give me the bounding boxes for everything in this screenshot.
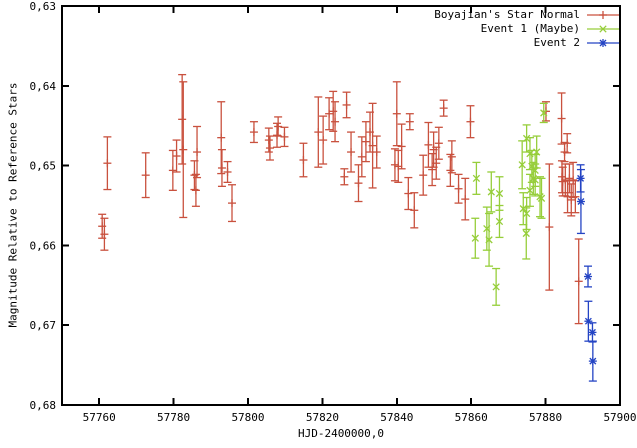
y-tick-label: 0,68 (30, 399, 57, 412)
x-axis-ticks (98, 6, 621, 405)
x-tick-label: 57780 (157, 411, 190, 424)
x-tick-label: 57840 (380, 411, 413, 424)
legend-sample-plus-marker (587, 11, 619, 19)
legend-label-normal: Boyajian's Star Normal (434, 8, 580, 21)
x-tick-label: 57760 (83, 411, 116, 424)
x-tick-label: 57860 (455, 411, 488, 424)
legend-label-event2: Event 2 (533, 36, 580, 49)
series-0 (98, 73, 583, 325)
x-tick-label: 57900 (603, 411, 636, 424)
series-1 (471, 102, 548, 306)
y-tick-label: 0,65 (30, 160, 57, 173)
x-tick-label: 57800 (231, 411, 264, 424)
series-2 (576, 164, 597, 382)
y-tick-label: 0,63 (30, 0, 57, 13)
x-axis-title: HJD-2400000,0 (297, 427, 385, 440)
legend-sample-asterisk-marker (587, 39, 619, 47)
legend-entry-event2: Event 2 (534, 36, 620, 50)
legend-entry-event1: Event 1 (Maybe) (481, 22, 620, 36)
y-axis-ticks (62, 5, 620, 406)
legend-entry-normal: Boyajian's Star Normal (434, 8, 620, 22)
y-axis-title: Magnitude Relative to Reference Stars (6, 82, 20, 328)
legend-sample-cross-marker (587, 25, 619, 33)
y-tick-label: 0,64 (30, 80, 57, 93)
y-tick-label: 0,67 (30, 319, 57, 332)
legend-label-event1: Event 1 (Maybe) (480, 22, 580, 35)
x-tick-label: 57880 (529, 411, 562, 424)
legend: Boyajian's Star Normal Event 1 (Maybe) E… (434, 8, 620, 50)
plot-frame (61, 5, 621, 406)
y-tick-label: 0,66 (30, 239, 57, 252)
x-tick-label: 57820 (306, 411, 339, 424)
